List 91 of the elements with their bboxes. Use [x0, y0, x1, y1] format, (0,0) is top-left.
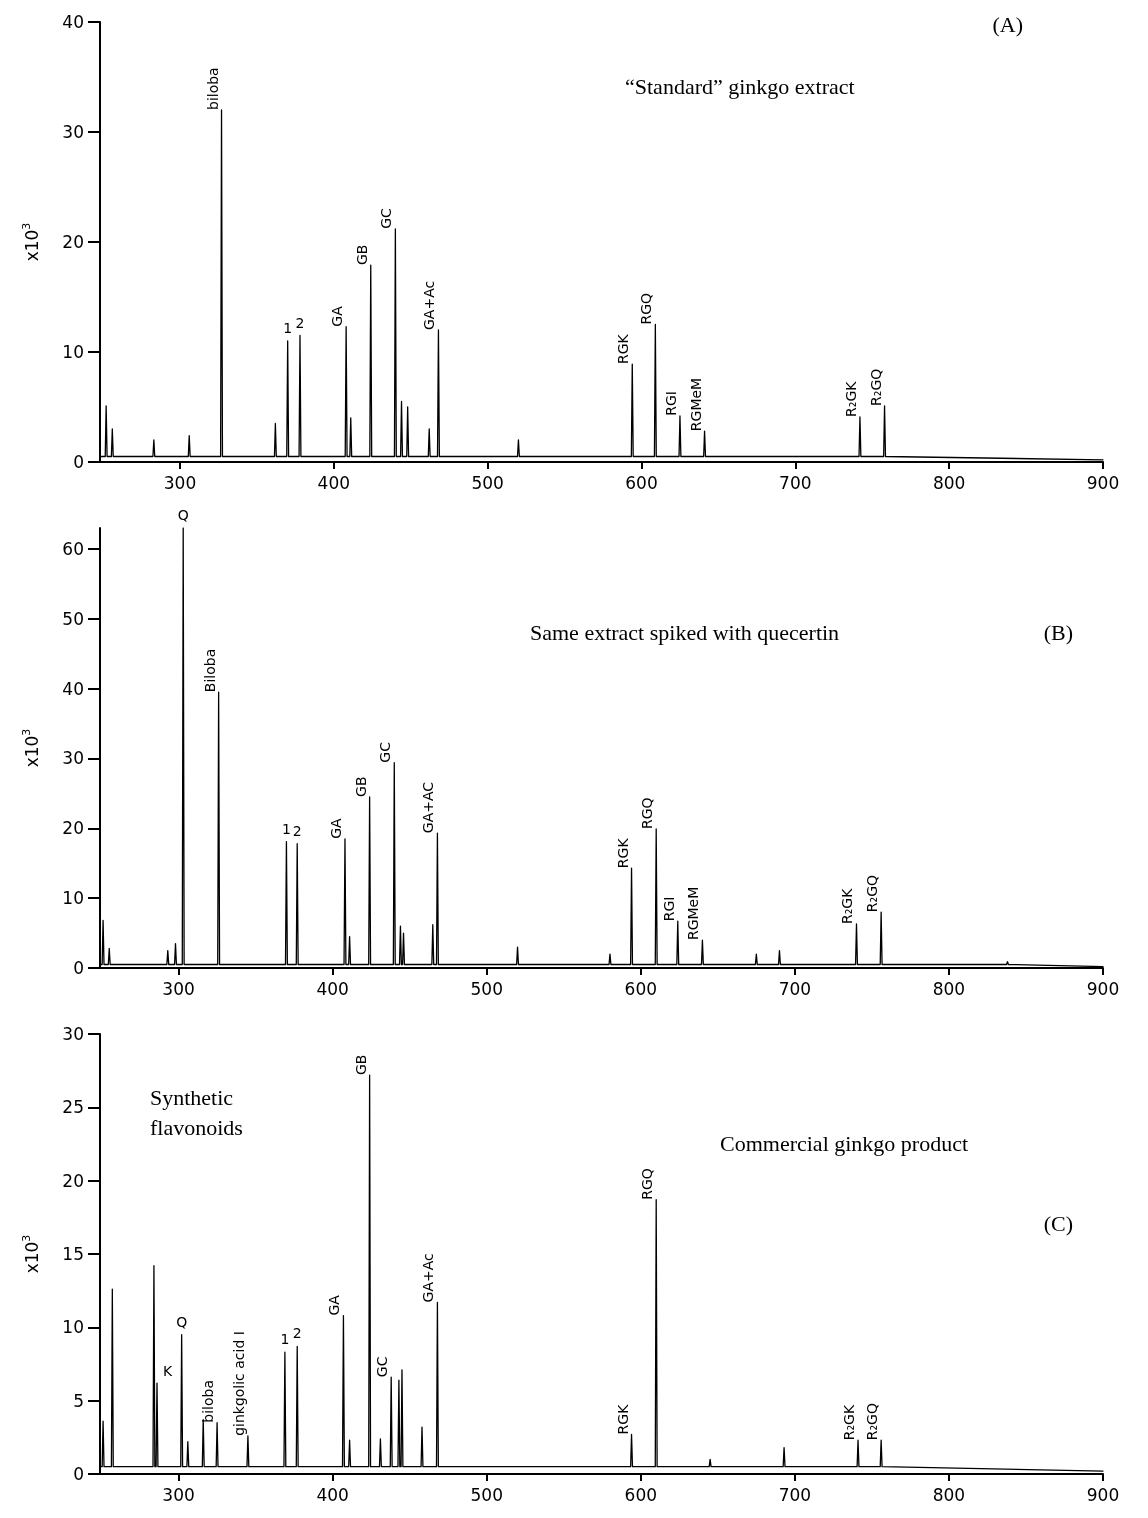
y-tick-label: 20 [62, 1170, 84, 1191]
annotation: RGI [660, 896, 677, 922]
annotation: RGK [614, 1403, 631, 1435]
x-tick-label: 700 [778, 1484, 812, 1505]
y-tick-label: 25 [62, 1097, 84, 1118]
annotation: 2 [295, 314, 305, 331]
x-tick-label: 900 [1086, 472, 1120, 493]
y-tick-label: 30 [62, 1024, 84, 1044]
annotation: ginkgolic acid I [230, 1331, 247, 1436]
annotation: GB [353, 244, 370, 266]
y-tick-label: 0 [73, 958, 84, 978]
text: “Standard” ginkgo extract [625, 73, 855, 99]
x-tick-label: 600 [625, 472, 658, 493]
annotation: GA [329, 305, 346, 327]
annotation: GB [352, 1054, 369, 1076]
x-tick-label: 600 [624, 978, 658, 999]
annotation: Synthetic flavonoids [150, 1084, 243, 1140]
y-tick-label: 15 [62, 1244, 84, 1264]
annotation: RGQ [639, 797, 656, 830]
text: Commercial ginkgo product [720, 1130, 969, 1156]
annotation: RGK [614, 837, 631, 869]
annotation: GA [326, 1294, 343, 1316]
annotation: 1 [280, 1331, 290, 1348]
x-tick-label: 900 [1086, 1484, 1120, 1505]
x-tick-label: 400 [317, 472, 351, 493]
annotation: Biloba [201, 648, 218, 693]
x-tick-label: 500 [471, 472, 504, 493]
y-tick-label: 30 [62, 748, 84, 769]
x-tick-label: 400 [316, 1484, 349, 1505]
y-tick-label: 0 [73, 452, 84, 472]
x-tick-label: 800 [932, 978, 966, 999]
y-tick-label: 50 [62, 608, 84, 629]
annotation: R₂GQ [864, 1403, 881, 1441]
x-tick-label: 700 [779, 472, 812, 493]
x-tick-label: 400 [316, 978, 349, 999]
x-tick-label: 300 [162, 1484, 195, 1505]
chart-title: (A) [992, 11, 1024, 37]
annotation: GC [378, 207, 395, 229]
text: (C) [1043, 1210, 1073, 1236]
annotation: GA+Ac [421, 280, 438, 330]
text: Same extract spiked with quecertin [530, 619, 840, 645]
annotation: RGK [615, 333, 632, 365]
x-tick-label: 500 [470, 1484, 503, 1505]
y-tick-label: 60 [62, 538, 84, 559]
annotation: RGQ [638, 292, 655, 325]
y-tick-label: 40 [62, 678, 84, 699]
y-tick-label: 20 [62, 818, 84, 839]
annotation: R₂GK [842, 380, 859, 417]
annotation: RGMeM [685, 886, 702, 941]
y-tick-label: 10 [62, 888, 84, 909]
y-tick-label: 40 [62, 12, 84, 32]
x-tick-label: 800 [932, 472, 966, 493]
x-tick-label: 600 [624, 1484, 658, 1505]
y-tick-label: 10 [62, 342, 84, 362]
annotation: RGQ [639, 1168, 656, 1200]
annotation: 1 [281, 820, 291, 837]
x-tick-label: 700 [778, 978, 812, 999]
annotation: GC [374, 1356, 391, 1378]
annotation: biloba [204, 67, 221, 110]
annotation: R₂GK [841, 1404, 858, 1441]
annotation: Q [176, 1313, 188, 1330]
y-tick-label: 5 [73, 1390, 84, 1411]
annotation: RGMeM [687, 377, 704, 432]
y-tick-label: 20 [62, 232, 84, 252]
annotation: GA+Ac [420, 1253, 437, 1303]
x-tick-label: 800 [932, 1484, 966, 1505]
y-tick-label: 10 [62, 1317, 84, 1338]
y-axis-title: x103 [20, 1234, 42, 1274]
x-tick-label: 300 [162, 978, 195, 999]
x-tick-label: 500 [470, 978, 503, 999]
text: (B) [1043, 619, 1073, 645]
annotation: 1 [283, 320, 293, 336]
y-tick-label: 30 [62, 122, 84, 142]
annotation: Q [177, 507, 189, 523]
y-tick-label: 0 [73, 1464, 84, 1484]
annotation: GC [377, 741, 394, 763]
annotation: biloba [200, 1379, 217, 1423]
annotation: R₂GQ [867, 368, 884, 406]
annotation: R₂GQ [864, 874, 881, 913]
annotation: K [163, 1363, 174, 1380]
annotation: GA+AC [420, 781, 437, 834]
annotation: 2 [292, 822, 302, 839]
annotation: 2 [292, 1325, 302, 1342]
annotation: GB [352, 776, 369, 797]
y-axis-title: x103 [20, 728, 42, 768]
x-tick-label: 900 [1086, 978, 1120, 999]
y-axis-title: x103 [20, 222, 42, 262]
annotation: GA [327, 817, 344, 839]
annotation: R₂GK [839, 887, 856, 924]
annotation: RGI [662, 391, 679, 416]
x-tick-label: 300 [163, 472, 197, 493]
